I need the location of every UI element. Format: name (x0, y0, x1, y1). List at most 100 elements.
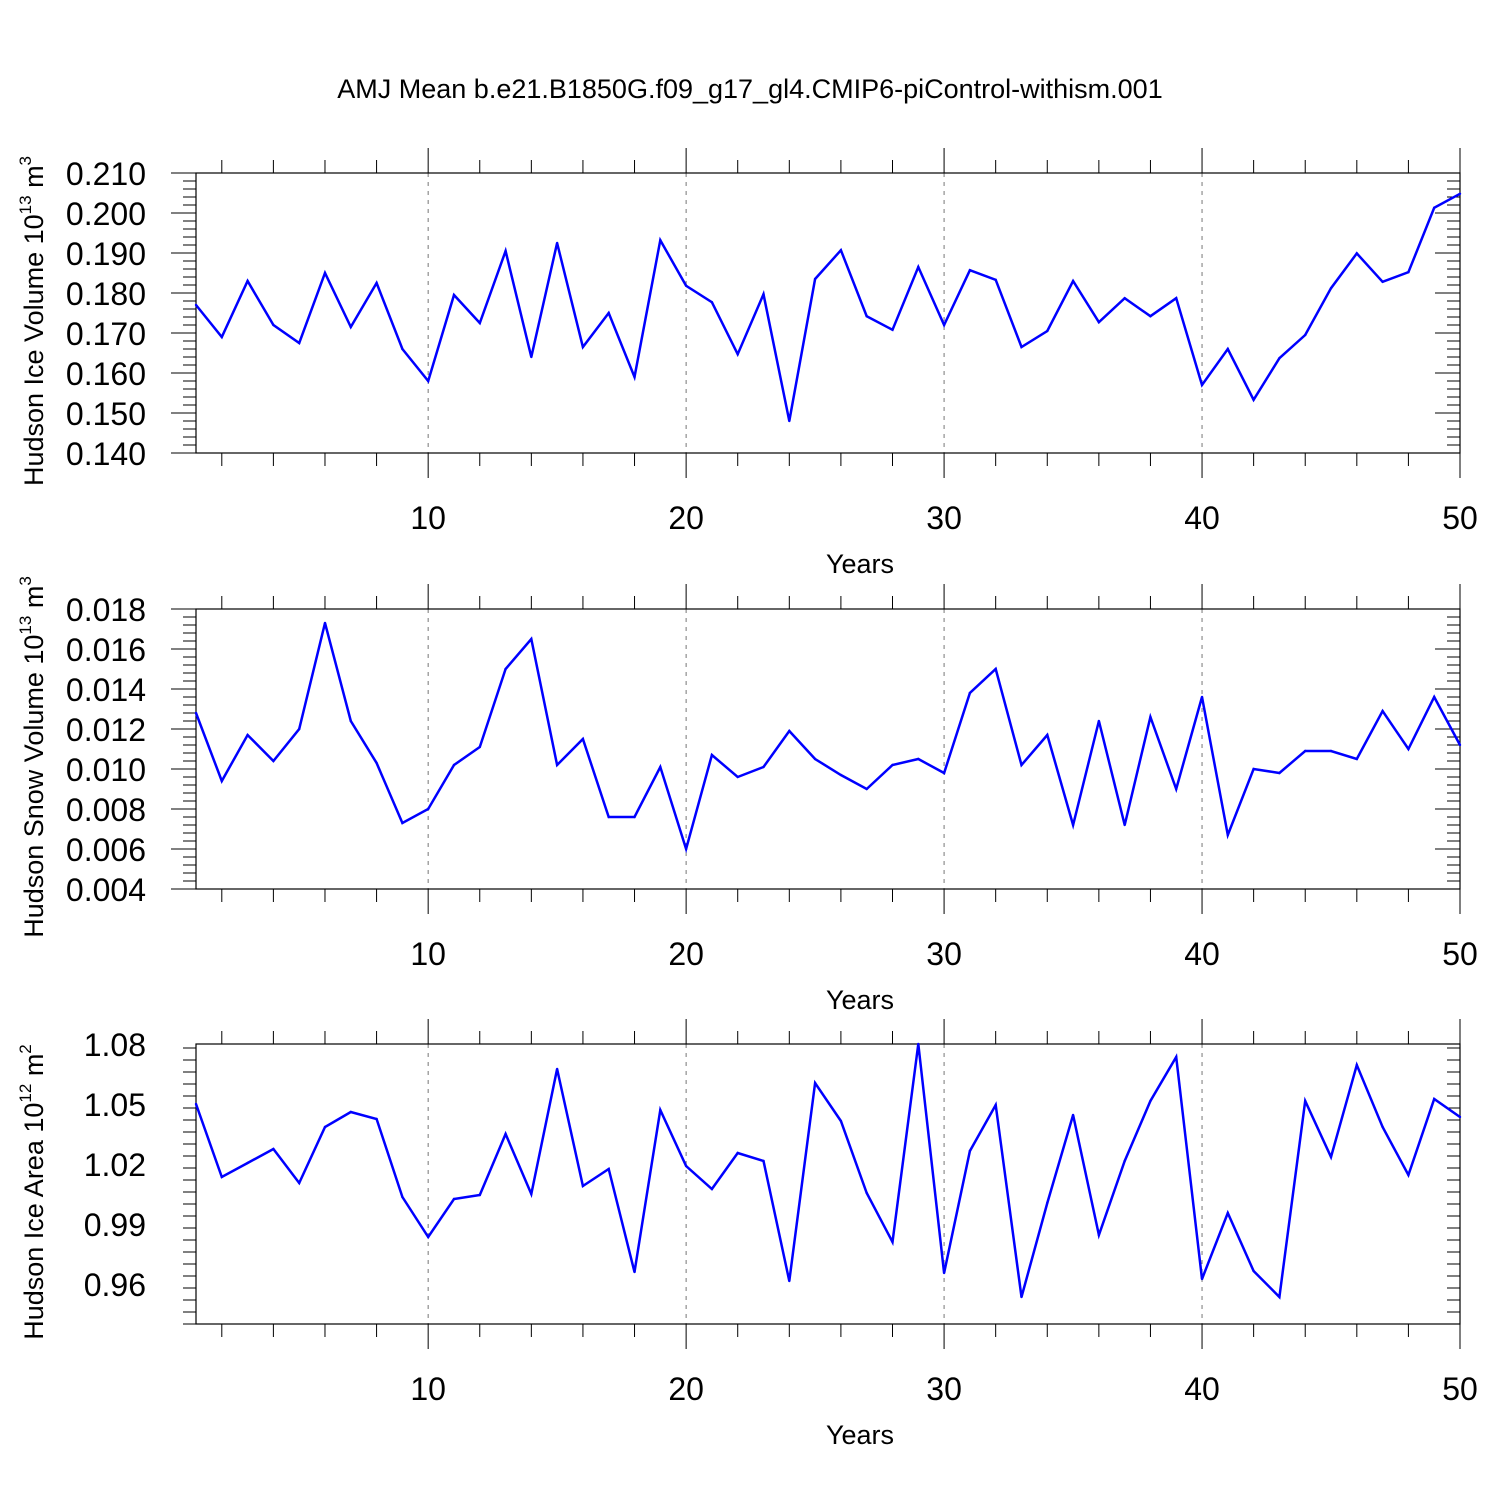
data-point (994, 1103, 997, 1107)
data-point (1123, 297, 1126, 300)
data-point (323, 621, 327, 625)
y-tick-label: 0.99 (84, 1207, 146, 1243)
data-point (1020, 345, 1023, 349)
data-point (891, 1240, 894, 1244)
data-point (968, 1149, 972, 1153)
data-point (1226, 347, 1230, 351)
data-point (1458, 192, 1462, 195)
x-tick-label: 30 (926, 936, 962, 972)
data-point (194, 1102, 198, 1106)
data-point (478, 1193, 481, 1197)
data-point (349, 325, 352, 329)
y-tick-label: 1.02 (84, 1147, 146, 1183)
data-point (968, 691, 972, 695)
plot-frame (195, 172, 1461, 454)
data-point (1020, 1295, 1023, 1299)
data-point (1046, 329, 1049, 333)
data-point (272, 323, 275, 327)
data-point (1433, 695, 1436, 699)
y-tick-label: 0.160 (66, 356, 146, 392)
data-point (1020, 763, 1023, 767)
data-point (452, 763, 456, 767)
data-point (426, 807, 430, 811)
plot-frame (195, 608, 1461, 890)
data-point (1458, 1115, 1462, 1119)
data-point (813, 757, 817, 761)
data-point (1381, 280, 1384, 283)
data-point (1304, 749, 1307, 753)
data-point (942, 771, 946, 775)
data-point (246, 1161, 249, 1165)
data-point (1355, 1063, 1359, 1067)
y-tick-label: 0.014 (66, 672, 146, 708)
x-tick-label: 20 (668, 1371, 704, 1407)
data-point (762, 1159, 765, 1163)
x-tick-label: 30 (926, 500, 962, 536)
data-point (220, 1175, 223, 1179)
x-tick-label: 40 (1184, 500, 1220, 536)
data-point (426, 379, 430, 383)
data-point (1433, 1097, 1436, 1101)
figure-title: AMJ Mean b.e21.B1850G.f09_g17_gl4.CMIP6-… (337, 74, 1163, 104)
y-tick-label: 0.016 (66, 632, 146, 668)
data-point (942, 323, 946, 327)
data-point (917, 757, 920, 761)
data-point (504, 667, 507, 671)
x-tick-label: 50 (1442, 1371, 1478, 1407)
data-point (1278, 771, 1281, 775)
y-tick-label: 1.08 (84, 1027, 146, 1063)
y-tick-label: 0.140 (66, 436, 146, 472)
data-point (1175, 1055, 1178, 1059)
y-tick-label: 1.05 (84, 1087, 146, 1123)
data-point (1252, 767, 1255, 771)
series-line (195, 192, 1461, 422)
y-tick-label: 0.170 (66, 316, 146, 352)
x-tick-label: 10 (410, 936, 446, 972)
x-tick-label: 10 (410, 1371, 446, 1407)
data-point (1123, 823, 1126, 827)
data-point (865, 1191, 868, 1195)
data-point (1278, 357, 1281, 360)
data-point (813, 1081, 817, 1085)
data-point (1381, 709, 1384, 713)
data-point (1329, 749, 1333, 753)
data-point (762, 765, 765, 769)
data-point (1226, 833, 1230, 837)
data-point (1433, 206, 1436, 209)
data-point (555, 241, 559, 245)
x-axis-label: Years (826, 549, 894, 579)
plot-frame (195, 1043, 1461, 1325)
data-point (607, 311, 610, 315)
data-point (994, 278, 997, 281)
data-point (1097, 1233, 1101, 1237)
data-point (684, 1164, 688, 1168)
data-point (349, 719, 352, 723)
data-point (839, 773, 843, 777)
data-point (736, 353, 739, 356)
data-point (1200, 695, 1204, 699)
data-point (478, 745, 481, 749)
data-point (297, 727, 301, 731)
data-point (710, 1187, 714, 1191)
data-point (736, 1151, 739, 1155)
data-point (891, 328, 894, 331)
data-point (297, 341, 301, 345)
data-point (917, 265, 920, 269)
x-tick-label: 50 (1442, 936, 1478, 972)
data-point (1407, 1173, 1410, 1177)
data-point (813, 277, 817, 281)
x-tick-label: 20 (668, 500, 704, 536)
x-tick-label: 30 (926, 1371, 962, 1407)
data-point (504, 249, 507, 253)
data-point (736, 775, 739, 779)
data-point (194, 303, 198, 307)
data-point (968, 269, 972, 272)
data-point (917, 1042, 920, 1046)
data-point (452, 293, 456, 297)
data-point (1458, 743, 1462, 747)
y-axis-label: Hudson Ice Area 1012 m2 (16, 1044, 49, 1340)
data-point (401, 821, 404, 825)
x-tick-label: 50 (1442, 500, 1478, 536)
data-point (1304, 1099, 1307, 1103)
data-point (272, 759, 275, 763)
